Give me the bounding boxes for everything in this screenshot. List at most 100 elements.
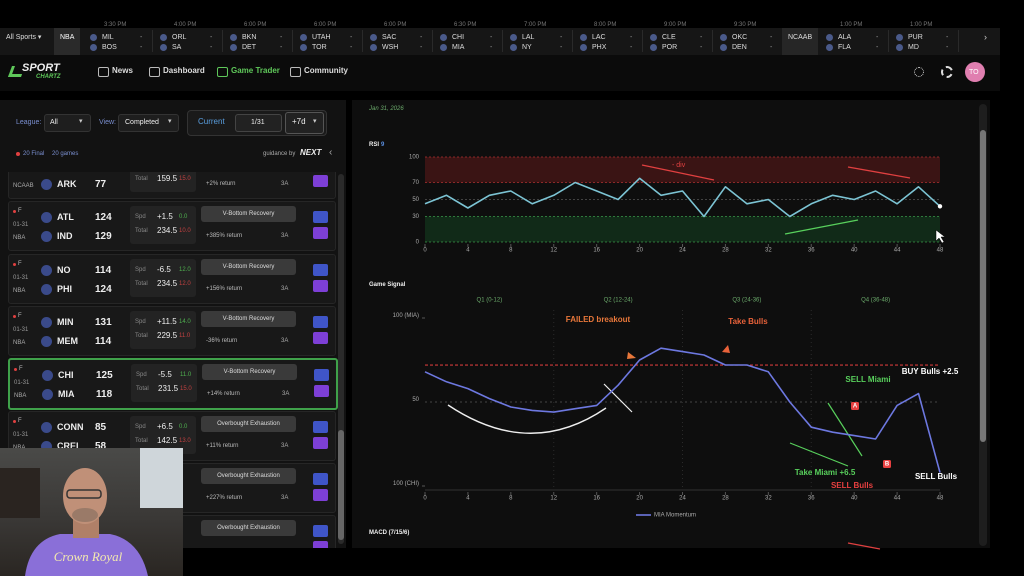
trend-line bbox=[789, 442, 849, 467]
team-abbr: MIA bbox=[452, 44, 465, 51]
game-time: 6:00 PM bbox=[384, 22, 407, 28]
game-time: 8:00 PM bbox=[594, 22, 617, 28]
signal-title: Game Signal bbox=[369, 282, 406, 288]
team-logo bbox=[580, 34, 587, 41]
game-time: 1:00 PM bbox=[840, 22, 863, 28]
team-logo bbox=[41, 212, 52, 224]
final-count: 20 Final bbox=[23, 151, 45, 157]
team-score: - bbox=[140, 44, 143, 51]
league-tab-label[interactable]: NBA bbox=[60, 34, 75, 41]
game-status: F bbox=[19, 366, 23, 373]
nav-link[interactable]: Dashboard bbox=[163, 66, 205, 75]
team-score: - bbox=[280, 44, 283, 51]
team-abbr: CLE bbox=[662, 34, 676, 41]
team-logo bbox=[160, 44, 167, 51]
shirt bbox=[25, 534, 148, 576]
pattern-grade: 3A bbox=[281, 337, 289, 344]
game-status: F bbox=[18, 260, 22, 267]
x-tick-label: 48 bbox=[937, 248, 944, 254]
view-select[interactable] bbox=[118, 114, 179, 132]
team-logo bbox=[230, 34, 237, 41]
odds-line: +11.5 bbox=[157, 316, 177, 326]
pattern-label: V-Bottom Recovery bbox=[223, 369, 276, 376]
ticker-next[interactable]: › bbox=[984, 32, 987, 42]
current-button[interactable]: Current bbox=[198, 117, 225, 126]
avatar[interactable] bbox=[965, 62, 985, 82]
logo-top[interactable]: SPORT bbox=[22, 62, 60, 74]
pattern-label: Overbought Exhaustion bbox=[217, 525, 280, 532]
marker-box bbox=[883, 460, 891, 468]
game-card[interactable]: F 01-31 NBA MIN 131 MEM 114 Spd +11.5 14.0 Total 22… bbox=[8, 305, 336, 356]
team-score: 124 bbox=[95, 283, 112, 295]
nav-link[interactable]: Game Trader bbox=[231, 66, 280, 75]
team-abbr: ARK bbox=[57, 179, 77, 189]
chart-action bbox=[313, 525, 328, 538]
team-abbr: MIL bbox=[102, 34, 114, 41]
pattern-button bbox=[201, 467, 296, 484]
divergence-line bbox=[847, 166, 911, 179]
report-action bbox=[313, 541, 328, 548]
ticker-bar bbox=[0, 28, 1000, 55]
team-abbr: SA bbox=[172, 44, 182, 51]
game-divider bbox=[572, 30, 573, 52]
game-card[interactable]: F 01-31 NBA ATL 124 IND 129 Spd +1.5 0.0 Total 234.… bbox=[8, 201, 336, 252]
team-logo bbox=[41, 335, 52, 347]
nav-link[interactable]: Community bbox=[304, 66, 348, 75]
team-score: - bbox=[560, 44, 563, 51]
settings-button[interactable] bbox=[941, 66, 953, 78]
game-card[interactable]: F 01-31 NBA NO 114 PHI 124 Spd -6.5 12.0 Total 234.… bbox=[8, 253, 336, 304]
y-tick-label: 100 bbox=[409, 155, 420, 161]
odds-label: Spd bbox=[135, 423, 146, 430]
game-divider bbox=[152, 30, 153, 52]
team-abbr: WSH bbox=[382, 44, 399, 51]
team-abbr: SAC bbox=[382, 34, 397, 41]
date-box[interactable] bbox=[235, 114, 282, 132]
last-point bbox=[937, 204, 943, 209]
theme-toggle[interactable] bbox=[914, 67, 924, 77]
game-status: F bbox=[18, 417, 22, 424]
team-logo bbox=[42, 370, 53, 382]
team-score: - bbox=[420, 44, 423, 51]
arrow bbox=[722, 345, 730, 353]
nav-link[interactable]: News bbox=[112, 66, 133, 75]
game-card[interactable]: NCAAB ARK 77 Total 159.5 15.0 +2% return 3A bbox=[8, 172, 336, 199]
team-logo bbox=[41, 316, 52, 328]
pattern-label: Overbought Exhaustion bbox=[217, 472, 280, 479]
game-time: 1:00 PM bbox=[910, 22, 933, 28]
team-logo bbox=[90, 44, 97, 51]
team-abbr: MIA bbox=[58, 389, 75, 400]
logo-bottom[interactable]: CHARTZ bbox=[36, 74, 61, 80]
divergence-line bbox=[641, 164, 715, 181]
section-label[interactable]: NCAAB bbox=[788, 34, 813, 41]
report-action bbox=[313, 436, 328, 449]
x-tick-label: 4 bbox=[466, 496, 470, 502]
nav-icon bbox=[98, 67, 109, 77]
oversold-zone bbox=[425, 216, 940, 242]
team-logo bbox=[580, 44, 587, 51]
team-score: - bbox=[630, 44, 633, 51]
team-score: - bbox=[946, 44, 949, 51]
team-abbr: CHI bbox=[58, 370, 74, 381]
sport-filter[interactable]: All Sports ▾ bbox=[6, 34, 42, 41]
game-card[interactable]: F 01-31 NBA CHI 125 MIA 118 Spd -5.5 11.0 Total 231… bbox=[8, 358, 338, 411]
pattern-return: +2% return bbox=[206, 181, 236, 187]
nav-icon bbox=[217, 67, 228, 77]
team-abbr: FLA bbox=[838, 44, 851, 51]
x-tick-label: 48 bbox=[937, 496, 944, 502]
shirt-logo: Crown Royal bbox=[54, 549, 123, 564]
team-score: - bbox=[280, 34, 283, 41]
collapse-button[interactable]: ‹ bbox=[329, 147, 333, 158]
league-select[interactable] bbox=[44, 114, 91, 132]
chart-action bbox=[313, 315, 328, 328]
team-abbr: CHI bbox=[452, 34, 465, 41]
window bbox=[140, 448, 183, 508]
range-select[interactable] bbox=[285, 112, 324, 134]
odds-juice: 15.0 bbox=[180, 386, 192, 393]
league-value: All bbox=[50, 119, 58, 126]
pattern-label: V-Bottom Recovery bbox=[222, 263, 275, 270]
select-caret: ▾ bbox=[313, 118, 317, 125]
team-logo bbox=[41, 440, 52, 452]
annotation: SELL Miami bbox=[845, 375, 890, 384]
x-tick-label: 20 bbox=[636, 496, 643, 502]
team-score: - bbox=[210, 34, 213, 41]
